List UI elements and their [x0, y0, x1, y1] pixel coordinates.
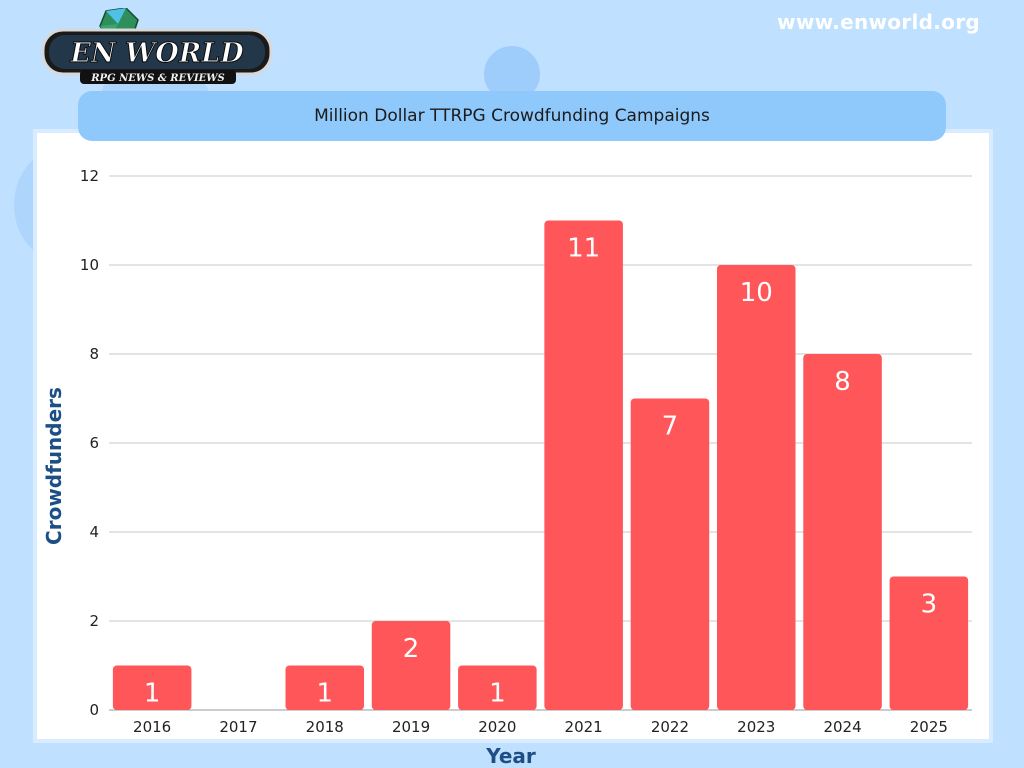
x-tick-label: 2020 [478, 718, 516, 736]
y-tick-label: 4 [89, 523, 99, 541]
data-label: 2 [403, 634, 420, 664]
bar [112, 665, 192, 710]
data-label: 1 [489, 679, 506, 709]
chart-title: Million Dollar TTRPG Crowdfunding Campai… [78, 91, 946, 141]
svg-text:EN WORLD: EN WORLD [69, 38, 244, 69]
svg-text:RPG NEWS & REVIEWS: RPG NEWS & REVIEWS [90, 73, 225, 84]
y-tick-label: 0 [89, 701, 99, 719]
x-tick-label: 2019 [392, 718, 430, 736]
bar [285, 665, 365, 710]
bar [371, 621, 451, 710]
y-tick-label: 6 [89, 434, 99, 452]
x-tick-label: 2016 [133, 718, 171, 736]
data-label: 1 [144, 679, 161, 709]
x-axis-title: Year [486, 744, 536, 768]
x-tick-label: 2022 [651, 718, 689, 736]
data-label: 7 [662, 412, 679, 442]
site-url[interactable]: www.enworld.org [777, 10, 980, 34]
x-tick-label: 2024 [823, 718, 861, 736]
data-label: 10 [740, 278, 773, 308]
y-tick-label: 2 [89, 612, 99, 630]
data-label: 11 [567, 234, 600, 264]
x-tick-label: 2023 [737, 718, 775, 736]
x-tick-label: 2017 [219, 718, 257, 736]
bar [544, 220, 623, 710]
y-axis-title: Crowdfunders [42, 387, 66, 545]
y-tick-label: 12 [80, 167, 99, 185]
enworld-logo[interactable]: EN WORLD RPG NEWS & REVIEWS [40, 8, 274, 86]
y-tick-label: 10 [80, 256, 99, 274]
data-label: 3 [921, 590, 938, 620]
data-label: 1 [316, 679, 333, 709]
bar [803, 354, 882, 710]
bar [889, 576, 969, 710]
y-tick-label: 8 [89, 345, 99, 363]
bar [458, 665, 537, 710]
data-label: 8 [834, 367, 851, 397]
x-tick-label: 2018 [306, 718, 344, 736]
x-tick-label: 2025 [910, 718, 948, 736]
bar [630, 398, 710, 710]
bar [716, 265, 796, 710]
x-tick-label: 2021 [565, 718, 603, 736]
